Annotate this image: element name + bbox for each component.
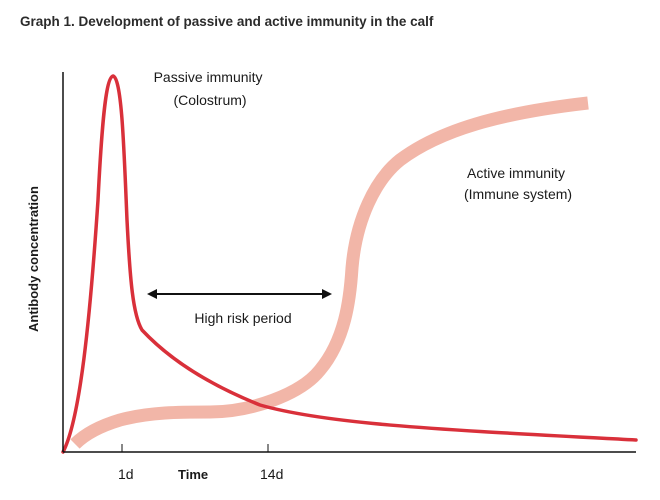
active-label-line-1: Active immunity [467,165,565,181]
x-tick-label-14d: 14d [260,466,283,482]
passive-label-line-2: (Colostrum) [173,92,246,108]
x-axis-title: Time [178,467,208,482]
passive-immunity-line [61,74,638,454]
passive-immunity-label: Passive immunity (Colostrum) [154,69,267,108]
active-immunity-label: Active immunity (Immune system) [464,165,572,202]
active-label-line-2: (Immune system) [464,186,572,202]
passive-label-line-1: Passive immunity [154,69,263,85]
active-immunity-line [70,96,589,449]
x-tick-label-1d: 1d [118,466,134,482]
chart-title: Graph 1. Development of passive and acti… [20,14,434,29]
y-axis-title: Antibody concentration [26,186,41,332]
high-risk-label: High risk period [194,310,291,326]
